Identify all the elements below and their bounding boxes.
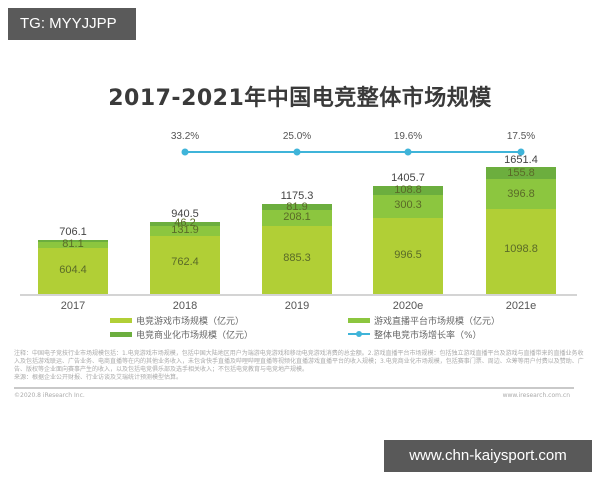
copyright-text: ©2020.8 iResearch Inc. — [14, 392, 85, 399]
watermark-tag-top: TG: MYYJJPP — [8, 8, 136, 40]
growth-label-2018: 33.2% — [170, 131, 200, 142]
x-axis-line — [20, 294, 577, 296]
segment-commercial — [486, 167, 556, 179]
legend-swatch-live — [348, 317, 370, 323]
value-live-2017: 81.1 — [62, 238, 84, 250]
source-website: www.iresearch.com.cn — [502, 392, 570, 399]
growth-rate-line — [181, 148, 525, 156]
segment-live-streaming — [262, 210, 332, 226]
segment-commercial — [38, 240, 108, 242]
x-label-2020e: 2020e — [392, 300, 424, 312]
value-live-2018: 131.9 — [171, 224, 199, 236]
legend-label-game: 电竞游戏市场规模（亿元） — [136, 316, 245, 327]
segment-commercial — [262, 204, 332, 210]
growth-point-2019 — [293, 148, 301, 156]
segment-commercial — [150, 222, 220, 226]
total-2021e: 1651.4 — [504, 154, 538, 166]
segment-esports-games — [262, 226, 332, 294]
value-game-2018: 762.4 — [171, 256, 199, 268]
source-text: 来源：根据企业公开财报、行业访谈及艾瑞统计预测模型估算。 — [14, 374, 183, 381]
legend-item-commercial: 电竞商业化市场规模（亿元） — [110, 327, 253, 341]
growth-label-2021e: 17.5% — [506, 131, 536, 142]
value-game-2017: 604.4 — [59, 264, 87, 276]
segment-live-streaming — [373, 195, 443, 218]
value-comm-2020e: 108.8 — [394, 184, 422, 196]
growth-point-2020e — [404, 148, 412, 156]
notes-text: 注释：中国电子竞技行业市场规模包括：1.电竞游戏市场规模，包括中国大陆地区用户为… — [14, 350, 584, 373]
growth-point-2018 — [181, 148, 189, 156]
total-2020e: 1405.7 — [391, 172, 425, 184]
value-comm-2019: 81.9 — [286, 201, 308, 213]
segment-live-streaming — [150, 226, 220, 236]
stacked-bar-chart: 33.2% 25.0% 19.6% 17.5% 81.1 604.4 706.1… — [20, 131, 577, 312]
segment-live-streaming — [486, 179, 556, 209]
legend-item-growth: 整体电竞市场增长率（%） — [348, 327, 482, 341]
value-comm-2018: 46.2 — [174, 217, 196, 229]
value-game-2019: 885.3 — [283, 252, 311, 264]
growth-label-2019: 25.0% — [282, 131, 312, 142]
footer-divider — [14, 387, 574, 389]
legend-line-growth-icon — [348, 330, 370, 338]
value-live-2021e: 396.8 — [507, 188, 535, 200]
legend-swatch-commercial — [110, 331, 132, 337]
bar-2019: 81.9 208.1 885.3 — [262, 201, 332, 294]
watermark-tag-bottom: www.chn-kaiysport.com — [384, 440, 592, 472]
total-2019: 1175.3 — [280, 190, 314, 202]
legend-label-growth: 整体电竞市场增长率（%） — [374, 330, 482, 341]
segment-live-streaming — [38, 242, 108, 248]
bar-2018: 46.2 131.9 762.4 — [150, 217, 220, 294]
growth-label-2020e: 19.6% — [393, 131, 423, 142]
legend-swatch-game — [110, 317, 132, 323]
x-label-2018: 2018 — [172, 300, 198, 312]
segment-esports-games — [38, 248, 108, 294]
segment-esports-games — [486, 209, 556, 294]
x-label-2021e: 2021e — [505, 300, 537, 312]
value-comm-2021e: 155.8 — [507, 167, 535, 179]
chart-notes: 注释：中国电子竞技行业市场规模包括：1.电竞游戏市场规模，包括中国大陆地区用户为… — [14, 350, 589, 382]
bar-2021e: 155.8 396.8 1098.8 — [486, 167, 556, 294]
legend-item-game: 电竞游戏市场规模（亿元） — [110, 313, 244, 327]
total-2018: 940.5 — [171, 208, 199, 220]
value-game-2021e: 1098.8 — [504, 243, 538, 255]
segment-esports-games — [373, 218, 443, 294]
segment-commercial — [373, 186, 443, 195]
chart-legend: 电竞游戏市场规模（亿元） 电竞商业化市场规模（亿元） 游戏直播平台市场规模（亿元… — [0, 308, 600, 344]
value-live-2020e: 300.3 — [394, 199, 422, 211]
value-live-2019: 208.1 — [283, 211, 311, 223]
legend-item-live: 游戏直播平台市场规模（亿元） — [348, 313, 500, 327]
bar-2017: 81.1 604.4 — [38, 238, 108, 294]
growth-point-2021e — [517, 148, 525, 156]
bar-2020e: 108.8 300.3 996.5 — [373, 184, 443, 294]
chart-title: 2017-2021年中国电竞整体市场规模 — [108, 86, 492, 111]
x-label-2019: 2019 — [284, 300, 310, 312]
legend-label-commercial: 电竞商业化市场规模（亿元） — [136, 330, 254, 341]
x-label-2017: 2017 — [60, 300, 86, 312]
total-2017: 706.1 — [59, 226, 87, 238]
segment-esports-games — [150, 236, 220, 294]
legend-label-live: 游戏直播平台市场规模（亿元） — [374, 316, 501, 327]
value-game-2020e: 996.5 — [394, 249, 422, 261]
